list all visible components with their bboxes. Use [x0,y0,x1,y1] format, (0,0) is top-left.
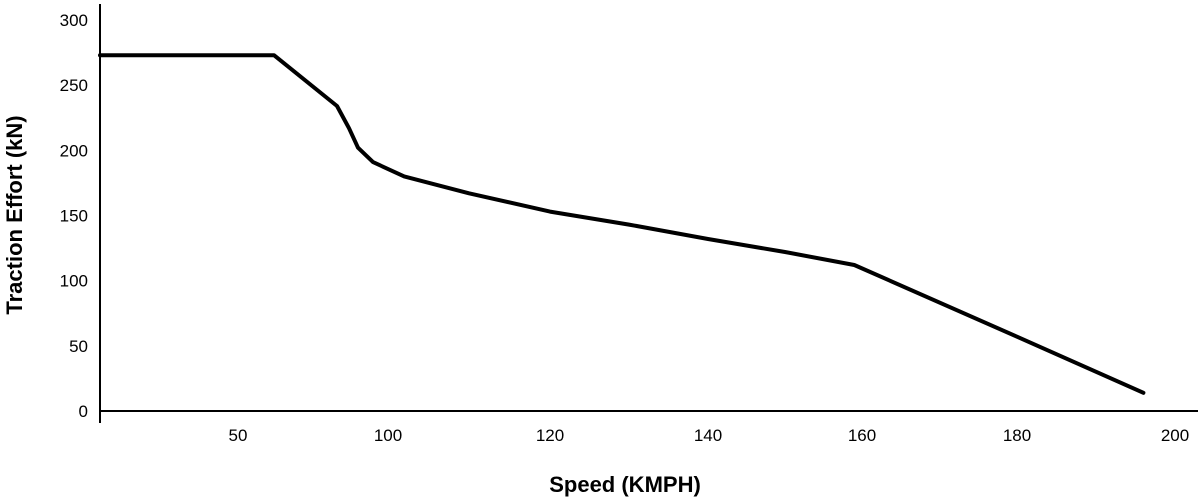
x-axis-title: Speed (KMPH) [549,472,701,497]
y-tick-labels: 0 50 100 150 200 250 300 [60,11,88,421]
x-tick-label: 50 [229,426,248,445]
y-tick-label: 150 [60,207,88,226]
x-tick-label: 120 [536,426,564,445]
y-tick-label: 100 [60,272,88,291]
y-tick-label: 200 [60,141,88,160]
y-tick-label: 50 [69,337,88,356]
axes [99,4,1198,423]
x-tick-label: 180 [1003,426,1031,445]
y-tick-label: 300 [60,11,88,30]
x-tick-label: 140 [694,426,722,445]
x-tick-label: 200 [1161,426,1189,445]
y-tick-label: 0 [79,402,88,421]
traction-effort-line [98,53,1146,395]
series-group [98,53,1146,395]
x-tick-label: 100 [374,426,402,445]
y-axis-title: Traction Effort (kN) [2,115,27,314]
x-tick-label: 160 [848,426,876,445]
y-tick-label: 250 [60,76,88,95]
x-tick-labels: 50 100 120 140 160 180 200 [229,426,1190,445]
